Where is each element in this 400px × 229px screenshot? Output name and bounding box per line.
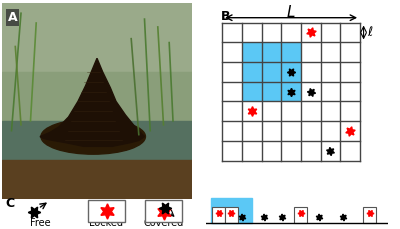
Bar <box>2 160 192 199</box>
Text: Free: Free <box>30 218 50 228</box>
FancyBboxPatch shape <box>146 200 182 222</box>
Bar <box>242 42 301 101</box>
Bar <box>2 3 192 121</box>
FancyBboxPatch shape <box>88 200 124 222</box>
Text: ℓ: ℓ <box>367 26 372 39</box>
Bar <box>2 121 192 170</box>
Bar <box>2 117 192 199</box>
Text: Locked: Locked <box>90 218 124 228</box>
Bar <box>212 207 225 223</box>
Bar <box>364 207 376 223</box>
Bar <box>2 72 192 131</box>
Bar <box>225 207 238 223</box>
Ellipse shape <box>41 119 146 154</box>
Text: Covered: Covered <box>143 218 184 228</box>
Bar <box>294 207 307 223</box>
Polygon shape <box>40 58 144 146</box>
Text: A: A <box>8 11 17 24</box>
Bar <box>212 198 252 223</box>
Text: L: L <box>287 5 295 20</box>
Text: B: B <box>221 10 230 23</box>
Text: C: C <box>6 197 15 210</box>
